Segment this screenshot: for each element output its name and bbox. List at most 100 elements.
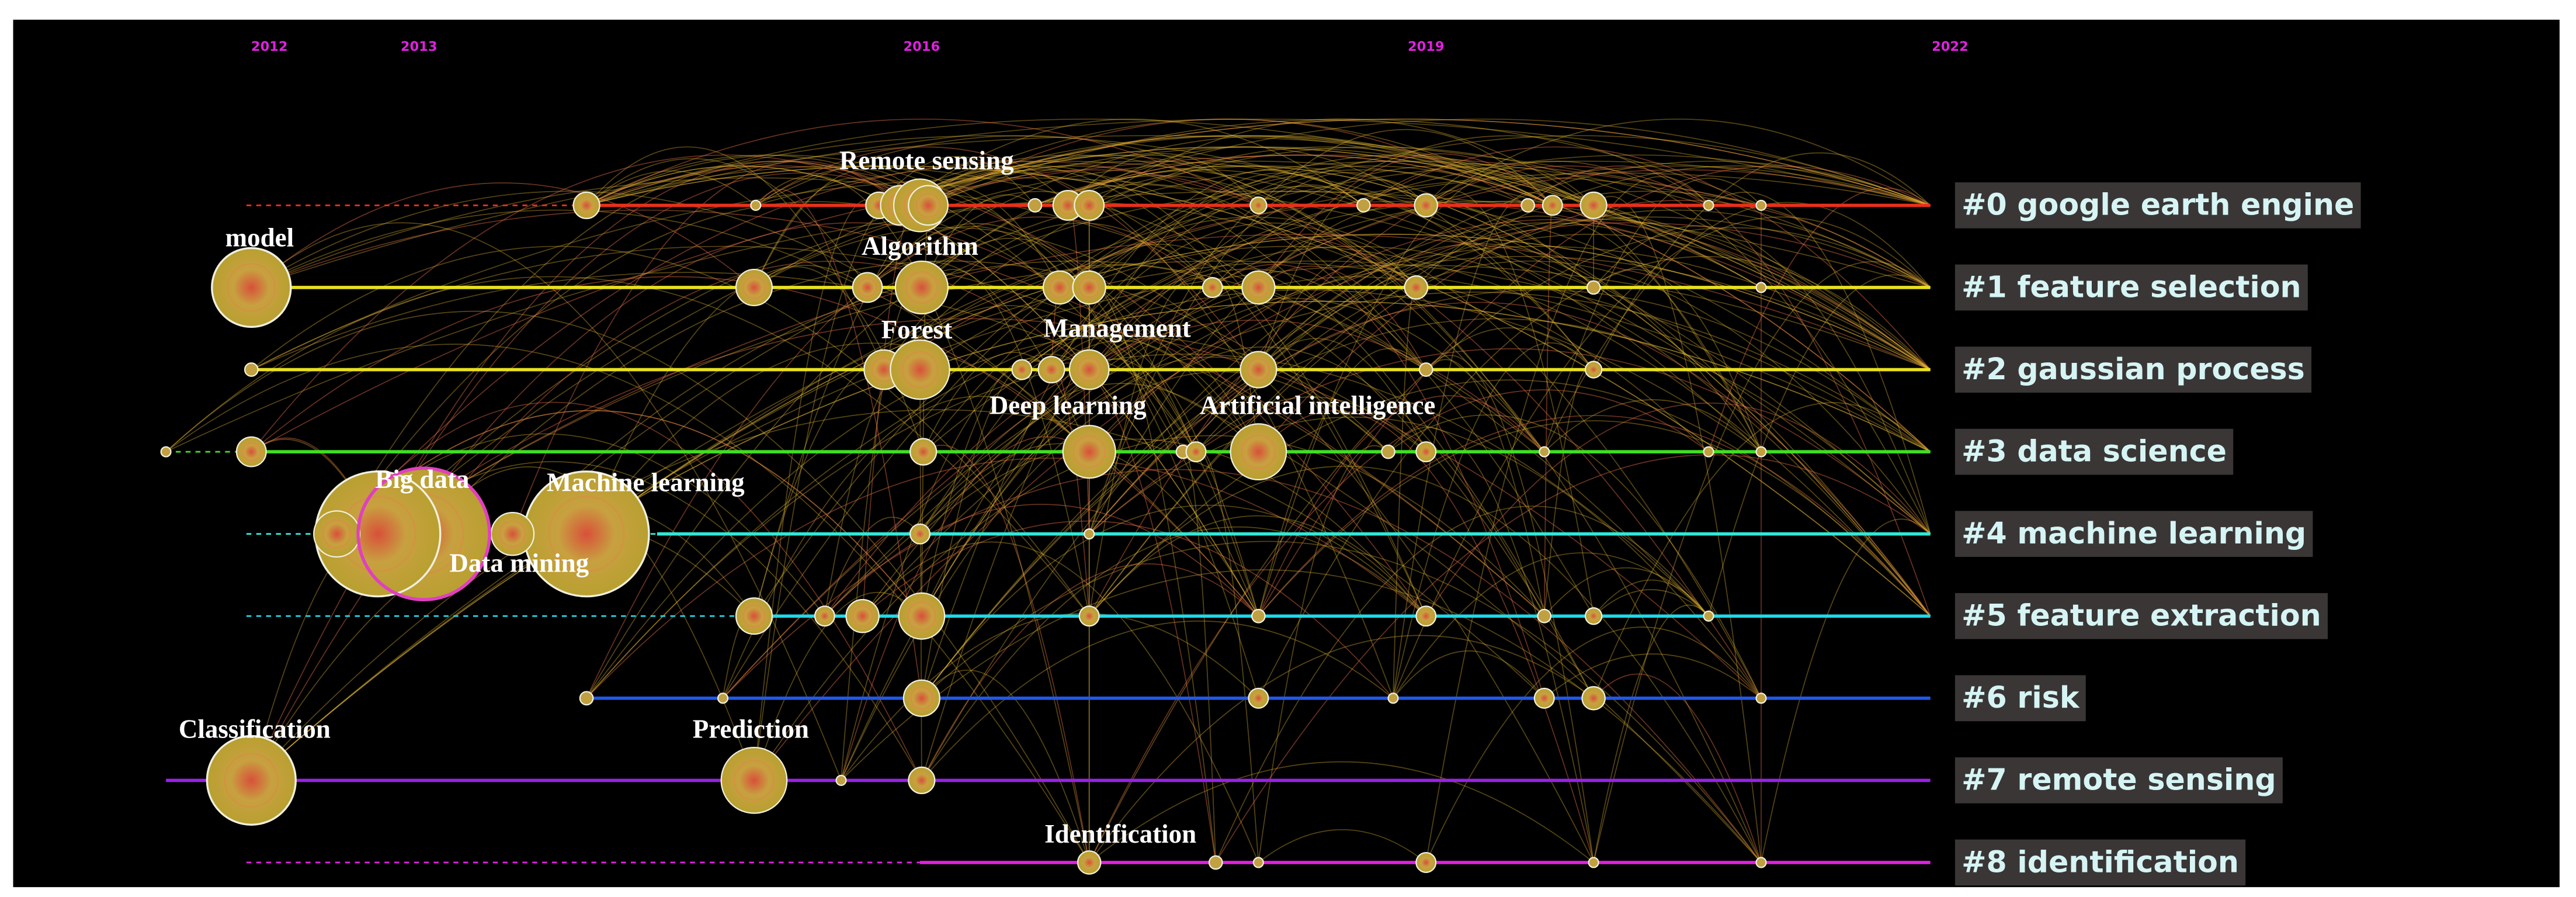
keyword-label: Algorithm	[862, 231, 978, 261]
keyword-node	[1415, 605, 1437, 627]
link	[824, 165, 1931, 617]
link	[879, 146, 1931, 370]
link	[586, 289, 1762, 699]
link	[841, 436, 1090, 781]
link	[919, 146, 1931, 370]
link	[1089, 379, 1931, 617]
link	[824, 292, 1931, 617]
keyword-node	[735, 597, 773, 635]
cluster-label: #0 google earth engine	[1961, 188, 2354, 222]
link	[251, 191, 1090, 452]
link	[1051, 340, 1259, 452]
link	[165, 310, 1090, 863]
link	[586, 165, 1426, 617]
node-ring	[1078, 277, 1100, 298]
link	[722, 169, 1931, 699]
node-ring	[1241, 434, 1276, 469]
link	[722, 256, 1931, 699]
link	[754, 135, 1553, 288]
link	[879, 161, 1931, 535]
cluster-label: #6 risk	[1961, 680, 2080, 715]
keyword-node	[1703, 446, 1714, 458]
link	[1415, 216, 1762, 452]
link	[1258, 420, 1931, 617]
link	[921, 358, 1052, 617]
link	[165, 344, 1090, 863]
link	[1212, 135, 1709, 288]
link	[900, 119, 1553, 206]
link	[251, 409, 1545, 781]
link	[879, 146, 1931, 370]
link	[1258, 415, 1931, 617]
keyword-node	[720, 747, 788, 814]
node-ring	[548, 496, 625, 572]
link	[586, 216, 1213, 699]
keyword-label: Big data	[375, 465, 469, 494]
link	[754, 165, 1553, 617]
link	[1593, 589, 1709, 617]
keyword-node	[1074, 189, 1105, 221]
link	[921, 269, 1090, 617]
keyword-node	[1248, 687, 1269, 709]
keyword-node	[1077, 850, 1102, 875]
keyword-node	[579, 691, 594, 706]
link	[824, 517, 921, 617]
node-ring	[1077, 357, 1102, 382]
cluster-label-bg	[1954, 675, 2086, 722]
link	[1088, 201, 1594, 535]
link	[1067, 165, 1931, 617]
link	[921, 621, 1394, 781]
link	[586, 354, 1709, 699]
link	[1425, 176, 1709, 863]
node-ring	[1079, 196, 1099, 215]
link	[336, 161, 929, 535]
link	[1089, 466, 1762, 863]
node-ring	[1248, 277, 1269, 298]
link	[862, 276, 1709, 617]
keyword-node	[894, 260, 949, 315]
link	[1034, 119, 1931, 206]
link	[1593, 579, 1709, 617]
node-ring	[901, 351, 939, 388]
link	[1182, 219, 1931, 452]
link	[1258, 338, 1427, 452]
keyword-label: Forest	[881, 315, 953, 344]
link	[1258, 348, 1426, 617]
link	[1089, 237, 1417, 370]
link	[921, 504, 1426, 699]
link	[883, 305, 1197, 452]
keyword-node	[1185, 441, 1207, 463]
node-ring	[905, 271, 938, 304]
link	[1258, 253, 1417, 370]
link	[1067, 153, 1259, 206]
link	[841, 569, 1762, 863]
link	[251, 209, 1545, 617]
link	[922, 154, 1594, 452]
node-ring	[242, 442, 261, 462]
keyword-node	[1586, 280, 1601, 295]
link	[1593, 196, 1762, 863]
link	[1425, 190, 1594, 617]
link	[1527, 165, 1931, 617]
link	[1089, 416, 1762, 699]
link	[921, 360, 1052, 698]
link	[1067, 146, 1594, 370]
keyword-node	[909, 438, 938, 466]
keyword-node	[1755, 857, 1767, 868]
keyword-label: Artificial intelligence	[1200, 390, 1436, 420]
link	[754, 592, 922, 781]
link	[512, 260, 1545, 535]
link	[1544, 567, 1709, 617]
link	[883, 264, 1594, 699]
year-label: 2012	[251, 39, 288, 54]
year-label: 2016	[904, 39, 940, 54]
node-ring	[742, 276, 766, 299]
link	[1258, 445, 1389, 863]
link	[1089, 348, 1931, 535]
link	[1425, 327, 1594, 370]
link	[879, 118, 1931, 206]
link	[921, 541, 1762, 863]
link	[586, 146, 884, 370]
link	[1388, 414, 1762, 699]
link	[512, 161, 1709, 535]
